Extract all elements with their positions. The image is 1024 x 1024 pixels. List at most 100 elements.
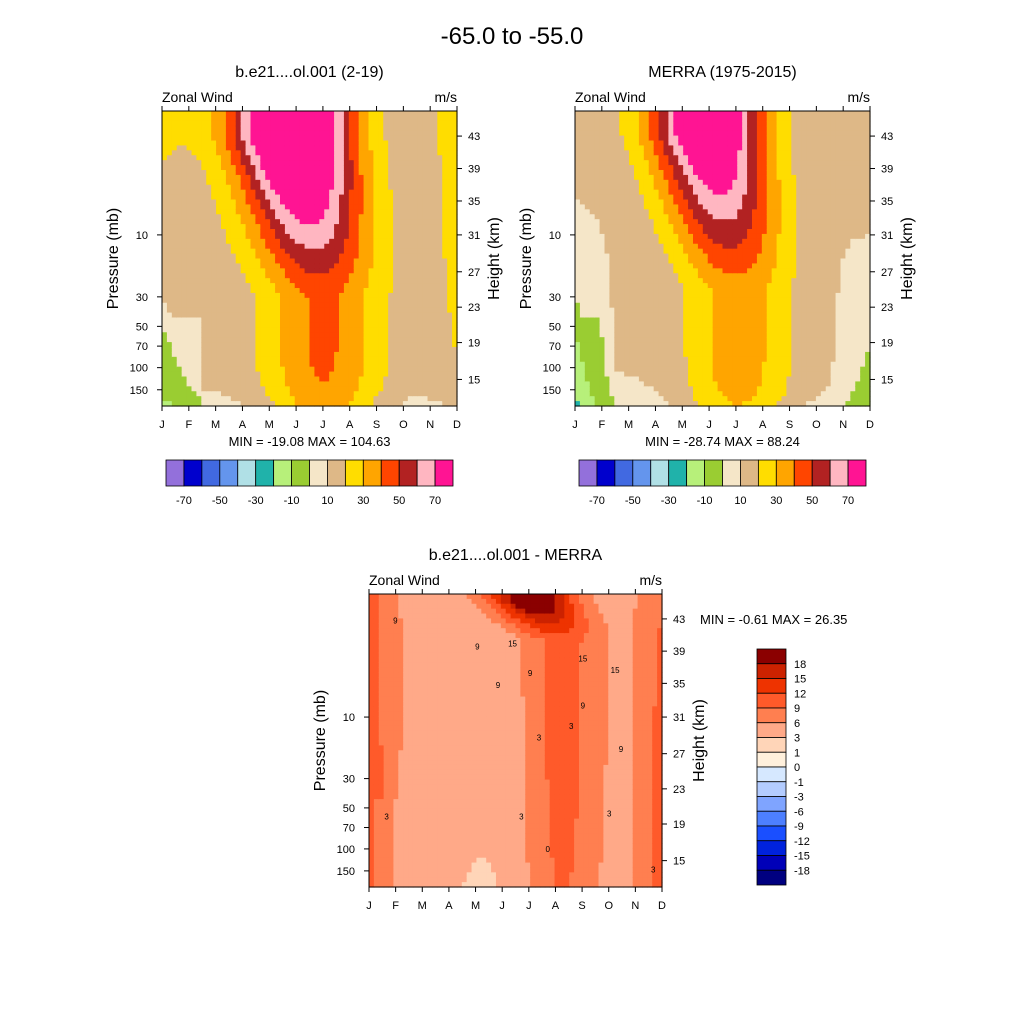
- field-cell: [245, 219, 252, 225]
- field-cell: [663, 238, 670, 245]
- field-cell: [255, 174, 261, 181]
- field-cell: [447, 302, 453, 309]
- legend-box: [201, 459, 221, 487]
- field-cell: [658, 229, 665, 235]
- field-cell: [240, 135, 247, 142]
- field-cell: [343, 229, 350, 235]
- field-cell: [324, 214, 330, 220]
- field-cell: [417, 366, 424, 373]
- field-cell: [270, 366, 276, 373]
- field-cell: [599, 401, 606, 407]
- field-cell: [334, 209, 340, 215]
- field-cell: [643, 381, 650, 387]
- field-cell: [240, 199, 247, 206]
- field-cell: [319, 312, 325, 319]
- field-cell: [230, 111, 237, 117]
- field-cell: [442, 150, 448, 156]
- field-cell: [643, 317, 650, 324]
- field-cell: [579, 170, 586, 176]
- field-cell: [653, 189, 660, 196]
- field-cell: [225, 219, 232, 225]
- field-cell: [668, 145, 674, 151]
- field-cell: [216, 214, 222, 220]
- field-cell: [299, 130, 306, 137]
- field-cell: [663, 115, 670, 122]
- field-cell: [201, 376, 207, 383]
- field-cell: [373, 130, 379, 137]
- field-cell: [186, 356, 193, 363]
- field-cell: [280, 224, 286, 230]
- field-cell: [388, 120, 394, 127]
- field-cell: [437, 155, 443, 161]
- field-cell: [171, 214, 178, 220]
- field-cell: [299, 396, 306, 402]
- field-cell: [314, 337, 320, 343]
- field-cell: [343, 302, 350, 309]
- field-cell: [604, 347, 611, 353]
- field-cell: [211, 179, 217, 186]
- field-cell: [265, 214, 271, 220]
- field-cell: [235, 120, 242, 127]
- field-cell: [166, 292, 173, 299]
- field-cell: [245, 317, 252, 324]
- field-cell: [673, 214, 679, 220]
- field-cell: [275, 396, 281, 402]
- y-axis-label: Pressure (mb): [105, 208, 122, 309]
- field-cell: [265, 184, 271, 191]
- field-cell: [668, 209, 674, 215]
- field-cell: [378, 278, 384, 284]
- field-cell: [648, 199, 655, 206]
- legend-box: [237, 459, 257, 487]
- field-cell: [280, 302, 286, 309]
- field-cell: [417, 283, 424, 289]
- field-cell: [309, 238, 316, 245]
- field-cell: [653, 238, 660, 245]
- field-cell: [447, 381, 453, 387]
- field-cell: [196, 199, 202, 206]
- field-cell: [181, 361, 188, 368]
- field-cell: [353, 263, 360, 269]
- field-cell: [314, 115, 320, 122]
- field-cell: [678, 170, 684, 176]
- field-cell: [417, 150, 424, 156]
- field-cell: [614, 283, 620, 289]
- field-cell: [412, 243, 419, 250]
- field-cell: [609, 391, 615, 397]
- field-cell: [643, 233, 650, 240]
- field-cell: [407, 243, 414, 250]
- field-cell: [319, 361, 325, 368]
- field-cell: [638, 229, 645, 235]
- field-cell: [280, 273, 286, 279]
- field-cell: [442, 361, 448, 368]
- min-max-stats: MIN = -19.08 MAX = 104.63: [229, 434, 391, 449]
- field-cell: [280, 184, 286, 191]
- field-cell: [304, 347, 311, 353]
- field-cell: [206, 140, 212, 147]
- field-cell: [221, 278, 227, 284]
- field-cell: [348, 381, 355, 387]
- field-cell: [658, 238, 665, 245]
- field-cell: [353, 209, 360, 215]
- field-cell: [309, 174, 316, 181]
- field-cell: [339, 381, 345, 387]
- field-cell: [299, 327, 306, 333]
- field-cell: [225, 401, 232, 407]
- field-cell: [162, 302, 168, 309]
- field-cell: [186, 165, 193, 171]
- field-cell: [412, 347, 419, 353]
- field-cell: [250, 111, 257, 117]
- field-cell: [638, 327, 645, 333]
- field-cell: [432, 317, 438, 324]
- field-cell: [589, 278, 596, 284]
- field-cell: [201, 140, 207, 147]
- field-cell: [614, 327, 620, 333]
- field-cell: [280, 111, 286, 117]
- field-cell: [314, 219, 320, 225]
- field-cell: [191, 248, 198, 255]
- field-cell: [284, 214, 291, 220]
- field-cell: [339, 204, 345, 210]
- field-cell: [280, 297, 286, 304]
- field-cell: [250, 396, 257, 402]
- field-cell: [604, 288, 611, 294]
- field-cell: [383, 302, 389, 309]
